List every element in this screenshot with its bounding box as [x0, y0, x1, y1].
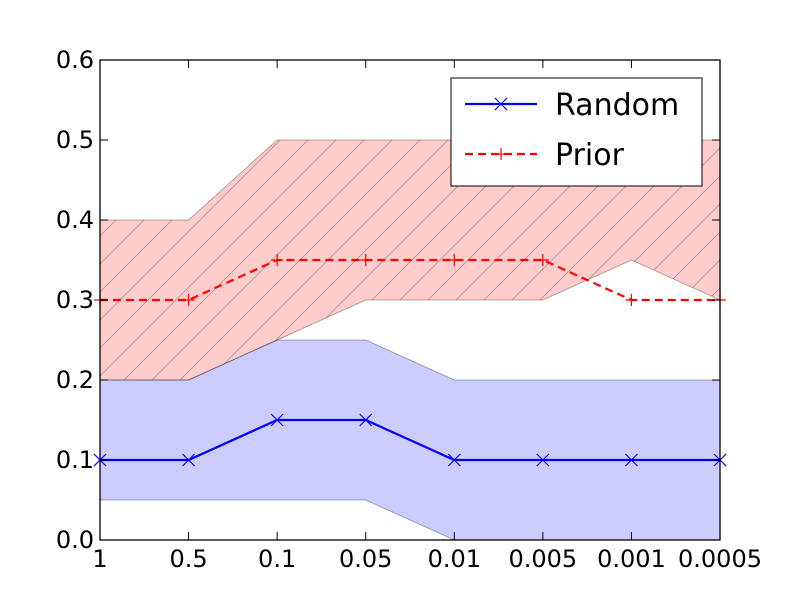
y-tick-label-1: 0.1 — [56, 446, 94, 474]
data-point-1-5 — [536, 254, 549, 266]
y-tick-label-3: 0.3 — [56, 286, 94, 314]
x-tick-label-5: 0.005 — [508, 545, 577, 573]
x-tick-label-1: 0.5 — [169, 545, 207, 573]
y-tick-label-5: 0.5 — [56, 126, 94, 154]
legend-entry-1: Prior — [465, 138, 625, 173]
series-lines — [100, 258, 720, 462]
data-point-0-1 — [182, 453, 195, 467]
y-tick-label-2: 0.2 — [56, 366, 94, 394]
y-tick-label-6: 0.6 — [56, 46, 94, 74]
axes: 0.0 0.1 0.2 0.3 0.4 0.5 0.6 1 0.5 0.1 0.05 0.01 0.00… — [56, 46, 762, 573]
x-tick-label-3: 0.05 — [339, 545, 392, 573]
data-point-0-6 — [625, 453, 638, 467]
y-tick-label-0: 0.0 — [56, 526, 94, 554]
legend-label-0: Random — [555, 88, 679, 123]
data-point-1-6 — [625, 294, 638, 306]
data-point-1-4 — [448, 254, 461, 266]
legend-box — [450, 77, 703, 187]
data-point-1-2 — [271, 254, 284, 266]
legend: Random Prior — [450, 77, 703, 187]
x-tick-label-6: 0.001 — [597, 545, 666, 573]
confidence-bands — [100, 139, 720, 540]
legend-label-1: Prior — [555, 138, 625, 173]
data-point-0-2 — [270, 413, 284, 427]
series-line-1 — [100, 258, 720, 302]
data-point-0-3 — [359, 413, 373, 427]
x-tick-label-4: 0.01 — [428, 545, 481, 573]
series-line-0 — [100, 418, 720, 462]
data-point-1-1 — [182, 294, 195, 306]
data-point-1-3 — [359, 254, 372, 266]
data-point-0-4 — [447, 453, 461, 467]
x-tick-label-0: 1 — [92, 545, 107, 573]
y-tick-label-4: 0.4 — [56, 206, 94, 234]
data-point-0-5 — [536, 453, 550, 467]
legend-entry-0: Random — [465, 88, 679, 123]
x-tick-label-7: 0.0005 — [678, 545, 762, 573]
x-tick-label-2: 0.1 — [258, 545, 296, 573]
